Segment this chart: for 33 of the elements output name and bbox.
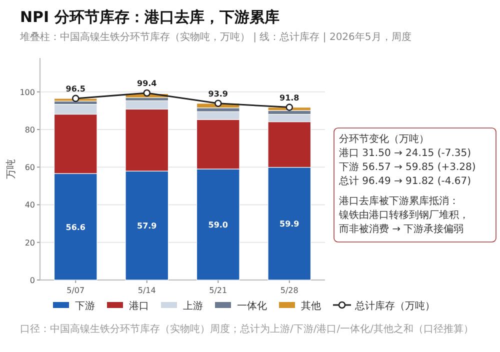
chart-subtitle: 堆叠柱：中国高镍生铁分环节库存（实物吨，万吨） | 线：总计库存 | 2026年5月，周度: [19, 31, 412, 43]
legend-label: 其他: [301, 300, 321, 312]
y-tick-label: 0: [30, 276, 35, 285]
point: [214, 100, 222, 107]
data-label: 56.6: [66, 222, 86, 232]
chart-title: NPI 分环节库存：港口去库，下游累库: [20, 8, 280, 26]
legend-label: 上游: [183, 300, 203, 312]
data-label: 59.9: [280, 220, 300, 229]
legend-label: 一体化: [237, 300, 267, 312]
data-label: 99.4: [137, 78, 158, 88]
data-label: 91.8: [280, 93, 300, 102]
legend-label: 下游: [75, 300, 95, 312]
point: [72, 94, 80, 102]
y-axis-title: 万吨: [5, 159, 17, 179]
y-tick-label: 40: [24, 200, 35, 210]
data-label: 93.9: [208, 89, 228, 98]
legend-label: 总计库存（万吨）: [354, 300, 435, 312]
text: 口径：中国高镍生铁分环节库存（实物吨）周度；总计为上游/下游/港口/一体化/其他之和（口径推算）: [20, 323, 474, 335]
point: [286, 104, 294, 111]
y-tick-label: 60: [24, 163, 35, 172]
x-tick-label: 5/21: [209, 286, 228, 295]
point: [143, 89, 151, 97]
data-label: 57.9: [137, 222, 158, 231]
x-tick-label: 5/14: [138, 286, 156, 295]
legend-label: 港口: [129, 300, 149, 312]
y-tick-label: 20: [24, 238, 35, 248]
x-tick-label: 5/07: [66, 286, 85, 295]
y-tick-label: 100: [20, 88, 35, 97]
y-tick-label: 80: [24, 125, 35, 134]
x-tick-label: 5/28: [280, 286, 298, 295]
data-label: 59.0: [208, 220, 228, 230]
note-box: 分环节变化（万吨） 港口 31.50 → 24.15 (-7.35) 下游 56.57 → 59.85 (+3.28) 总计 96.49 → 91.82 (-4.67) 港口去库被下游累库抵消： 镍铁由港口转移到钢厂堆积， 而非被消费 → 下游承接偏弱: [334, 128, 496, 242]
data-label: 96.5: [66, 84, 86, 94]
